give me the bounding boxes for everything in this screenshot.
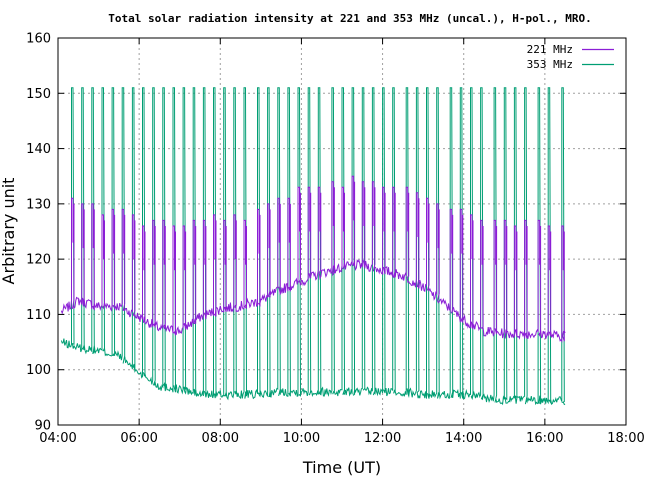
chart-title: Total solar radiation intensity at 221 a…: [108, 12, 591, 25]
x-tick-label: 16:00: [526, 431, 563, 446]
y-tick-label: 150: [26, 87, 51, 102]
series-line-221-mhz: [60, 175, 566, 343]
y-tick-label: 140: [26, 142, 51, 157]
x-tick-label: 04:00: [39, 431, 76, 446]
y-axis-label: Arbitrary unit: [0, 178, 18, 285]
x-tick-label: 08:00: [202, 431, 239, 446]
x-tick-label: 10:00: [283, 431, 320, 446]
x-tick-label: 06:00: [120, 431, 157, 446]
legend-label-353: 353 MHz: [527, 58, 573, 71]
x-axis-label: Time (UT): [302, 458, 381, 477]
x-tick-label: 12:00: [364, 431, 401, 446]
x-tick-label: 14:00: [445, 431, 482, 446]
y-tick-label: 120: [26, 253, 51, 268]
series-layer: [60, 87, 566, 406]
y-tick-label: 90: [34, 419, 51, 434]
series-line-353-mhz: [60, 87, 566, 406]
y-tick-label: 110: [26, 308, 51, 323]
legend: 221 MHz 353 MHz: [527, 43, 614, 71]
y-tick-label: 160: [26, 32, 51, 47]
y-tick-label: 130: [26, 197, 51, 212]
x-tick-label: 18:00: [607, 431, 644, 446]
axes: 04:00 06:00 08:00 10:00 12:00 14:00 16:00 18:00…: [26, 32, 645, 447]
plot-frame: [57, 37, 627, 426]
y-tick-label: 100: [26, 363, 51, 378]
legend-label-221: 221 MHz: [527, 43, 573, 56]
